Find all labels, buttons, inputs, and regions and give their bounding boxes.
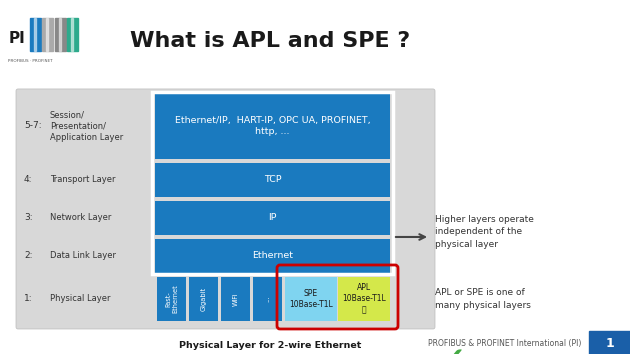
Bar — [338, 277, 390, 321]
Text: Data Link Layer: Data Link Layer — [50, 251, 116, 261]
Bar — [157, 277, 186, 321]
Bar — [155, 201, 390, 235]
Bar — [67, 18, 78, 51]
Text: ✓: ✓ — [432, 343, 469, 354]
Text: Physical Layer for 2-wire Ethernet
communication based on 10Base-T1L
with or wit: Physical Layer for 2-wire Ethernet commu… — [171, 341, 369, 354]
Bar — [42, 18, 53, 51]
Text: Transport Layer: Transport Layer — [50, 176, 115, 184]
Text: WiFi: WiFi — [232, 292, 239, 306]
Text: IP: IP — [268, 213, 277, 222]
Text: Physical Layer: Physical Layer — [50, 295, 110, 303]
Text: 2:: 2: — [24, 251, 33, 261]
Bar — [155, 93, 390, 159]
Text: 5-7:: 5-7: — [24, 121, 42, 131]
Text: What is APL and SPE ?: What is APL and SPE ? — [130, 31, 410, 51]
Text: PROFIBUS & PROFINET International (PI): PROFIBUS & PROFINET International (PI) — [428, 339, 581, 348]
Bar — [253, 277, 282, 321]
Text: 1: 1 — [605, 337, 614, 350]
Text: PI: PI — [8, 31, 25, 46]
Text: 1:: 1: — [24, 295, 33, 303]
Text: 3:: 3: — [24, 213, 33, 222]
Bar — [285, 277, 337, 321]
Text: TCP: TCP — [264, 176, 282, 184]
Bar — [221, 277, 250, 321]
Text: Fast-
Ethernet: Fast- Ethernet — [165, 285, 178, 313]
Text: PROFIBUS · PROFINET: PROFIBUS · PROFINET — [8, 59, 53, 63]
Bar — [155, 239, 390, 273]
Text: Higher layers operate
independent of the
physical layer: Higher layers operate independent of the… — [435, 215, 534, 249]
Bar — [71, 18, 74, 51]
Bar — [47, 18, 49, 51]
Text: Session/
Presentation/
Application Layer: Session/ Presentation/ Application Layer — [50, 110, 123, 142]
Text: Ethernet/IP,  HART-IP, OPC UA, PROFINET,
http, ...: Ethernet/IP, HART-IP, OPC UA, PROFINET, … — [175, 116, 370, 136]
Text: SPE
10Base-T1L: SPE 10Base-T1L — [289, 289, 333, 309]
Text: ...: ... — [265, 296, 270, 302]
Text: APL
10Base-T1L
Ⓔ: APL 10Base-T1L Ⓔ — [342, 284, 386, 315]
Text: APL or SPE is one of
many physical layers: APL or SPE is one of many physical layer… — [435, 288, 531, 310]
Text: Network Layer: Network Layer — [50, 213, 112, 222]
Bar — [59, 18, 61, 51]
Bar — [55, 18, 66, 51]
Bar — [589, 331, 630, 354]
Bar — [155, 163, 390, 197]
Bar — [34, 18, 36, 51]
Bar — [30, 18, 41, 51]
FancyBboxPatch shape — [16, 89, 435, 329]
Text: Ethernet: Ethernet — [252, 251, 293, 261]
Text: Gigabit: Gigabit — [200, 287, 207, 311]
Text: 4:: 4: — [24, 176, 33, 184]
Bar — [189, 277, 218, 321]
